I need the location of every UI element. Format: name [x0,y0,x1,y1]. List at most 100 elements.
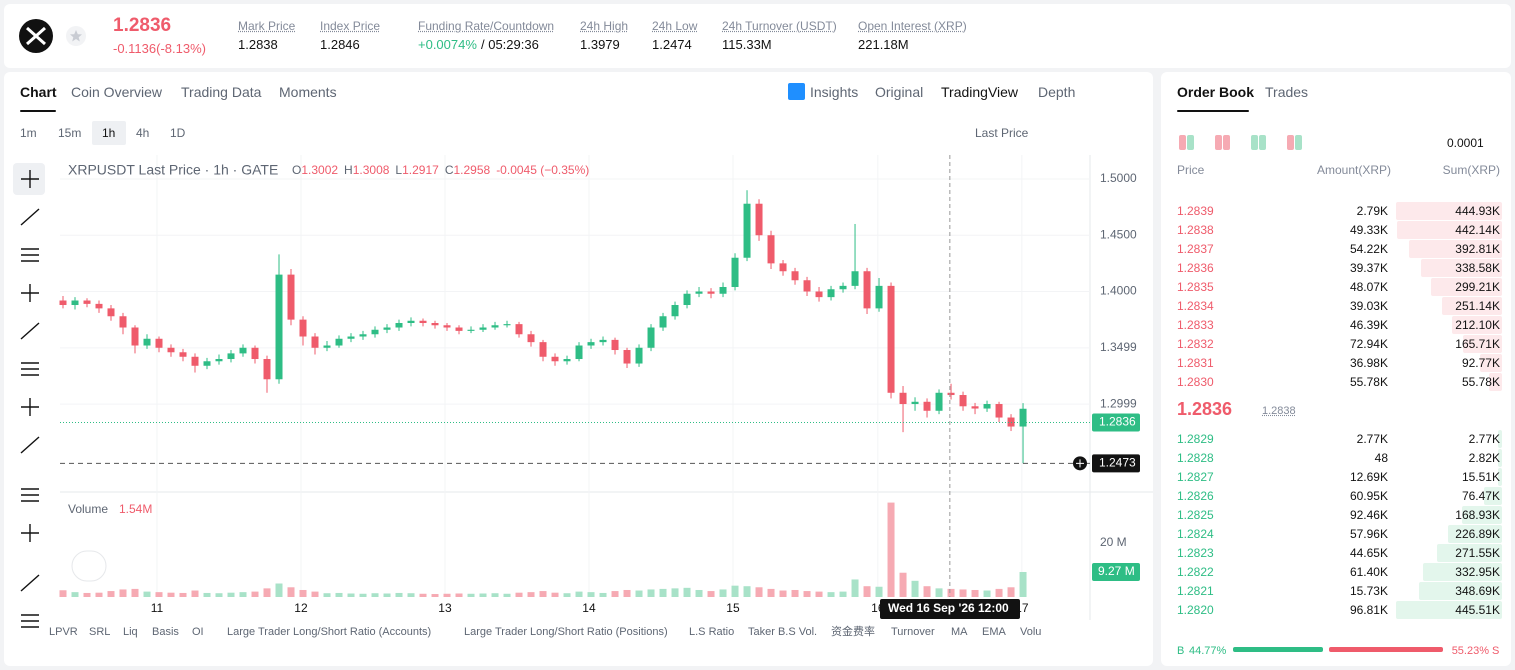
add-order-icon [1076,459,1084,468]
volume-bar [827,592,835,597]
layout-icon[interactable] [1187,135,1194,150]
price-type[interactable]: Last Price [975,126,1029,140]
book-price: 1.2827 [1177,470,1214,484]
view-tab[interactable]: Insights [810,84,859,100]
interval[interactable]: 4h [136,126,150,140]
tab[interactable]: Chart [20,84,57,100]
indicator[interactable]: L.S Ratio [689,626,735,638]
tv-logo [71,550,107,582]
book-tab[interactable]: Trades [1265,84,1309,100]
volume-bar [947,588,955,597]
stat-label: Funding Rate/Countdown [418,19,555,33]
book-amount: 54.22K [1349,242,1388,256]
book-sum: 445.51K [1455,603,1500,617]
price-tag-label: 1.2836 [1099,415,1136,429]
view-tab[interactable]: Original [875,84,924,100]
book-amount: 12.69K [1349,470,1388,484]
layout-icon[interactable] [1251,135,1258,150]
book-price: 1.2835 [1177,280,1214,294]
book-price: 1.2822 [1177,565,1214,579]
book-amount: 61.40K [1349,565,1388,579]
layout-icon[interactable] [1287,135,1294,150]
candle-body [131,327,139,346]
volume-bar [923,586,931,597]
candle-body [1019,408,1027,427]
indicator[interactable]: Liq [123,626,138,638]
stat-value: 221.18M [858,37,909,52]
favorite-icon[interactable] [66,26,86,46]
candle-body [911,401,919,405]
indicator[interactable]: Large Trader Long/Short Ratio (Positions… [464,626,668,638]
ohlc-value: 1.3008 [353,163,390,177]
indicator[interactable]: SRL [89,626,111,638]
interval[interactable]: 15m [58,126,82,140]
indicator[interactable]: EMA [982,626,1006,638]
bids-depth-bar [1422,563,1502,581]
tab[interactable]: Trading Data [181,84,262,100]
x-tick-label: 11 [151,601,164,615]
volume-bar [407,593,415,597]
indicator[interactable]: LPVR [49,626,78,638]
volume-title: Volume [68,502,108,516]
column-header: Sum(XRP) [1442,163,1500,177]
indicator[interactable]: Turnover [891,626,935,638]
candle-body [551,356,559,362]
indicator[interactable]: Volu [1020,626,1042,638]
stat-label: Open Interest (XRP) [858,19,967,33]
insights-icon [788,83,805,100]
layout-icon[interactable] [1179,135,1186,150]
layout-icon[interactable] [1215,135,1222,150]
indicator[interactable]: 资金费率 [831,626,875,638]
view-tab[interactable]: Depth [1038,84,1076,100]
candle-body [59,300,67,306]
candle-body [683,293,691,306]
tab[interactable]: Coin Overview [71,84,163,100]
interval[interactable]: 1m [20,126,37,140]
layout-icon[interactable] [1223,135,1230,150]
bids-depth-bar [1498,468,1502,486]
candle-body [491,325,499,328]
volume-bar [95,592,103,597]
candle-body [983,404,991,409]
book-amount: 39.03K [1349,299,1388,313]
volume-bar [635,590,643,597]
bids-depth-bar [1437,544,1502,562]
interval[interactable]: 1h [102,126,116,140]
indicator[interactable]: Large Trader Long/Short Ratio (Accounts) [227,626,432,638]
view-tab[interactable]: TradingView [941,84,1019,100]
asks-depth-bar [1442,297,1502,315]
x-tick-label: 14 [582,601,596,615]
indicator[interactable]: OI [192,626,204,638]
mid-price: 1.2836 [1177,399,1233,419]
volume-bar [431,594,439,597]
layout-icon[interactable] [1259,135,1266,150]
interval[interactable]: 1D [170,126,186,140]
candle-body [851,271,859,286]
precision[interactable]: 0.0001 [1447,136,1484,150]
candle-body [71,300,79,306]
bids-depth-bar [1448,525,1502,543]
ohlc-key: H [344,163,353,177]
volume-bar [335,592,343,597]
x-tick-label: 12 [294,601,308,615]
book-amount: 46.39K [1349,318,1388,332]
indicator[interactable]: Basis [152,626,179,638]
volume-bar [695,589,703,597]
layout-icon[interactable] [1295,135,1302,150]
book-price: 1.2824 [1177,527,1214,541]
volume-bar [419,593,427,597]
stat-label: 24h High [580,19,629,33]
tab[interactable]: Moments [279,84,337,100]
candle-body [239,347,247,354]
volume-bar [539,591,547,597]
asks-depth-bar [1408,240,1502,258]
volume-bar [719,589,727,597]
book-price: 1.2825 [1177,508,1214,522]
volume-bar [287,587,295,597]
candle-body [119,316,127,328]
book-amount: 48.07K [1349,280,1388,294]
book-tab[interactable]: Order Book [1177,84,1255,100]
indicator[interactable]: Taker B.S Vol. [748,626,818,638]
indicator[interactable]: MA [951,626,968,638]
drawing-tool [21,170,39,188]
